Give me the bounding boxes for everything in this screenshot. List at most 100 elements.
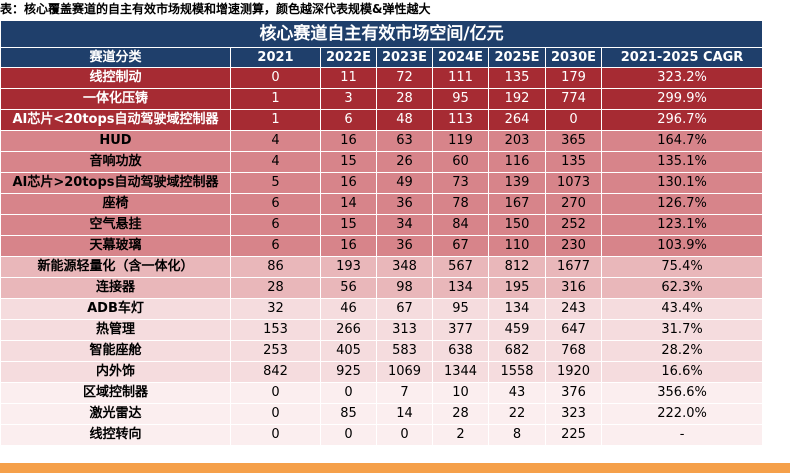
- value-cell: 86: [230, 256, 321, 278]
- value-cell: 377: [432, 319, 489, 341]
- row-category-cell: 一体化压铸: [0, 88, 231, 110]
- value-cell: 98: [376, 277, 433, 299]
- column-header: 2030E: [545, 47, 602, 68]
- value-cell: 365: [545, 130, 602, 152]
- value-cell: 135: [545, 151, 602, 173]
- value-cell: 4: [230, 151, 321, 173]
- value-cell: 14: [320, 193, 377, 215]
- value-cell: 459: [488, 319, 546, 341]
- value-cell: 60: [432, 151, 489, 173]
- table-row: 天幕玻璃 6 16 36 67 110 230 103.9%: [0, 235, 764, 257]
- value-cell: 28: [376, 88, 433, 110]
- value-cell: 1344: [432, 361, 489, 383]
- value-cell: 6: [230, 193, 321, 215]
- row-category-cell: 区域控制器: [0, 382, 231, 404]
- row-category-cell: AI芯片>20tops自动驾驶域控制器: [0, 172, 231, 194]
- value-cell: 28: [230, 277, 321, 299]
- value-cell: 1073: [545, 172, 602, 194]
- value-cell: 14: [376, 403, 433, 425]
- row-category-cell: 线控转向: [0, 424, 231, 446]
- value-cell: 113: [432, 109, 489, 131]
- value-cell: 842: [230, 361, 321, 383]
- row-category-cell: AI芯片<20tops自动驾驶域控制器: [0, 109, 231, 131]
- value-cell: 139: [488, 172, 546, 194]
- row-category-cell: 空气悬挂: [0, 214, 231, 236]
- value-cell: 193: [320, 256, 377, 278]
- value-cell: 1558: [488, 361, 546, 383]
- value-cell: 0: [320, 382, 377, 404]
- value-cell: 123.1%: [600, 214, 764, 236]
- value-cell: 15: [320, 214, 377, 236]
- value-cell: 0: [376, 424, 433, 446]
- value-cell: 313: [376, 319, 433, 341]
- value-cell: 8: [488, 424, 546, 446]
- value-cell: 179: [545, 67, 602, 89]
- value-cell: 31.7%: [600, 319, 764, 341]
- table-row: ADB车灯 32 46 67 95 134 243 43.4%: [0, 298, 764, 320]
- value-cell: 638: [432, 340, 489, 362]
- value-cell: 73: [432, 172, 489, 194]
- value-cell: 26: [376, 151, 433, 173]
- value-cell: 230: [545, 235, 602, 257]
- row-category-cell: 内外饰: [0, 361, 231, 383]
- value-cell: 84: [432, 214, 489, 236]
- value-cell: 323.2%: [600, 67, 764, 89]
- value-cell: 10: [432, 382, 489, 404]
- table-row: 智能座舱 253 405 583 638 682 768 28.2%: [0, 340, 764, 362]
- value-cell: 405: [320, 340, 377, 362]
- value-cell: 16.6%: [600, 361, 764, 383]
- table-row: 一体化压铸 1 3 28 95 192 774 299.9%: [0, 88, 764, 110]
- header-row: 赛道分类 2021 2022E 2023E 2024E 2025E 2030E 2021-20…: [0, 47, 764, 68]
- value-cell: 192: [488, 88, 546, 110]
- value-cell: 22: [488, 403, 546, 425]
- value-cell: 0: [230, 424, 321, 446]
- row-category-cell: 新能源轻量化（含一体化）: [0, 256, 231, 278]
- value-cell: 1: [230, 109, 321, 131]
- column-header: 2021: [230, 47, 321, 68]
- value-cell: 36: [376, 193, 433, 215]
- value-cell: 253: [230, 340, 321, 362]
- value-cell: 316: [545, 277, 602, 299]
- value-cell: 67: [432, 235, 489, 257]
- value-cell: 647: [545, 319, 602, 341]
- value-cell: 1920: [545, 361, 602, 383]
- table-row: 音响功放 4 15 26 60 116 135 135.1%: [0, 151, 764, 173]
- table-row: AI芯片>20tops自动驾驶域控制器 5 16 49 73 139 1073 130.1%: [0, 172, 764, 194]
- value-cell: 774: [545, 88, 602, 110]
- table-row: 线控制动 0 11 72 111 135 179 323.2%: [0, 67, 764, 89]
- value-cell: 270: [545, 193, 602, 215]
- value-cell: 252: [545, 214, 602, 236]
- value-cell: 34: [376, 214, 433, 236]
- row-category-cell: 激光雷达: [0, 403, 231, 425]
- table-row: 区域控制器 0 0 7 10 43 376 356.6%: [0, 382, 764, 404]
- value-cell: 15: [320, 151, 377, 173]
- row-category-cell: 音响功放: [0, 151, 231, 173]
- value-cell: 225: [545, 424, 602, 446]
- table-row: 座椅 6 14 36 78 167 270 126.7%: [0, 193, 764, 215]
- value-cell: 4: [230, 130, 321, 152]
- value-cell: 266: [320, 319, 377, 341]
- value-cell: 1677: [545, 256, 602, 278]
- value-cell: 264: [488, 109, 546, 131]
- value-cell: 0: [230, 382, 321, 404]
- value-cell: -: [600, 424, 764, 446]
- value-cell: 323: [545, 403, 602, 425]
- value-cell: 130.1%: [600, 172, 764, 194]
- row-category-cell: 天幕玻璃: [0, 235, 231, 257]
- value-cell: 126.7%: [600, 193, 764, 215]
- value-cell: 682: [488, 340, 546, 362]
- value-cell: 48: [376, 109, 433, 131]
- value-cell: 36: [376, 235, 433, 257]
- value-cell: 583: [376, 340, 433, 362]
- value-cell: 6: [230, 214, 321, 236]
- value-cell: 203: [488, 130, 546, 152]
- table-row: 新能源轻量化（含一体化） 86 193 348 567 812 1677 75.4%: [0, 256, 764, 278]
- value-cell: 16: [320, 130, 377, 152]
- value-cell: 78: [432, 193, 489, 215]
- value-cell: 134: [432, 277, 489, 299]
- value-cell: 1: [230, 88, 321, 110]
- value-cell: 299.9%: [600, 88, 764, 110]
- row-category-cell: 线控制动: [0, 67, 231, 89]
- table-row: 空气悬挂 6 15 34 84 150 252 123.1%: [0, 214, 764, 236]
- value-cell: 11: [320, 67, 377, 89]
